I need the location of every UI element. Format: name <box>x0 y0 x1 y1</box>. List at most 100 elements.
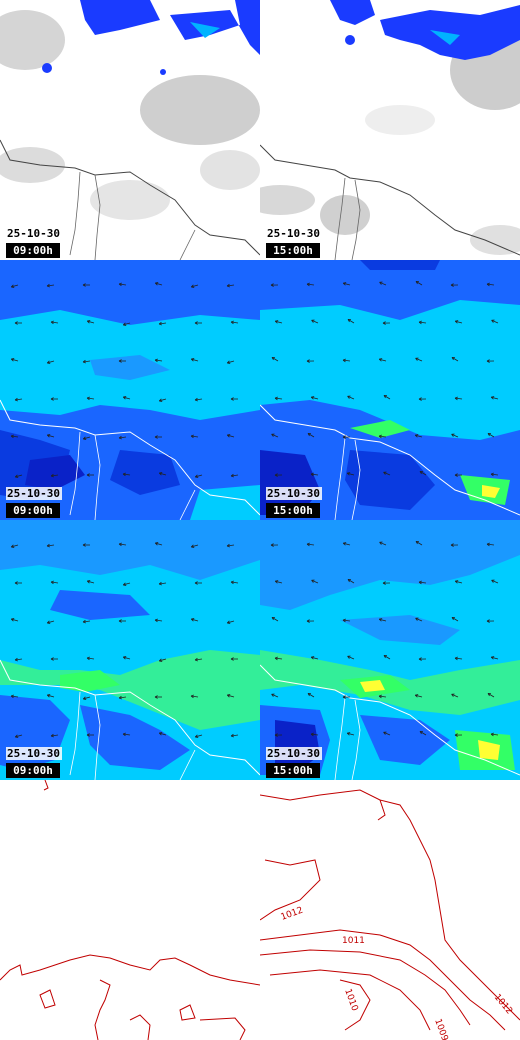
wind-arrow-head <box>454 473 458 476</box>
wind-arrow-head <box>454 474 458 477</box>
wind-arrow <box>119 696 127 699</box>
wind-arrow-head <box>194 322 198 325</box>
wind-arrow-head <box>230 657 234 660</box>
wind-arrow-head <box>490 472 494 475</box>
wind-arrow <box>419 321 427 324</box>
wind-arrow-head <box>346 472 350 476</box>
wind-arrow-head <box>190 358 194 362</box>
wind-arrow <box>379 541 387 546</box>
wind-arrow <box>311 473 319 476</box>
wind-arrow-head <box>342 542 346 546</box>
wind-arrow <box>47 694 55 698</box>
wind-arrow-head <box>306 282 310 285</box>
wind-arrow-head <box>311 320 314 323</box>
wind-arrow-head <box>50 580 55 583</box>
wind-arrow-head <box>82 619 86 623</box>
wind-arrow-head <box>270 543 274 546</box>
wind-arrow-head <box>86 396 91 399</box>
pressure-map-1500: 1012 1011 1010 1009 1012 <box>260 780 520 1040</box>
wind-arrow-head <box>86 474 90 477</box>
wind-arrow <box>491 396 499 400</box>
wind-arrow <box>159 732 167 736</box>
wind-arrow <box>307 283 315 286</box>
pressure-panel-0900 <box>0 780 260 1040</box>
wind-arrow <box>379 281 387 286</box>
wind-arrow-head <box>491 580 494 583</box>
wind-arrow-head <box>378 618 382 622</box>
wind-arrow-head <box>14 399 19 402</box>
wind-arrow-head <box>307 693 310 697</box>
wind-panel-1500: 25-10-30 15:00h <box>260 520 520 780</box>
date-label: 25-10-30 <box>266 747 322 760</box>
date-label: 25-10-30 <box>6 747 62 760</box>
wind-arrow-head <box>82 284 86 287</box>
wind-arrow <box>87 397 95 400</box>
wind-arrow-head <box>86 657 90 661</box>
wind-arrow <box>419 471 427 476</box>
wind-arrow-head <box>47 622 51 624</box>
wind-arrow-head <box>347 579 350 583</box>
wind-arrow <box>191 618 199 622</box>
wind-arrow-head <box>15 736 19 738</box>
pressure-map-0900 <box>0 780 260 1040</box>
wind-arrow-head <box>382 582 386 585</box>
wind-arrow-head <box>46 545 51 548</box>
pressure-panel-1500: 1012 1011 1010 1009 1012 <box>260 780 520 1040</box>
wind-arrow-head <box>490 396 494 400</box>
wind-arrow-head <box>122 396 126 400</box>
wind-arrow-head <box>271 694 274 697</box>
wind-arrow <box>415 434 423 438</box>
wind-arrow-head <box>270 544 274 547</box>
wind-arrow-head <box>418 398 422 401</box>
wind-map-1500 <box>260 520 520 780</box>
wind-arrow-head <box>226 694 230 698</box>
wind-arrow <box>159 582 167 585</box>
wind-arrow <box>311 319 319 324</box>
wind-arrow-head <box>347 656 350 659</box>
wind-arrow-head <box>274 473 278 476</box>
wind-arrow-head <box>378 358 382 362</box>
wind-arrow-head <box>379 358 383 360</box>
wind-arrow <box>487 693 495 698</box>
wind-arrow <box>155 359 163 362</box>
wind-arrow <box>119 283 127 286</box>
wind-arrow-head <box>454 656 458 659</box>
wind-arrow-head <box>154 542 158 546</box>
wind-arrow-head <box>486 283 490 287</box>
wind-arrow-head <box>82 696 86 700</box>
wind-arrow-head <box>155 542 159 544</box>
wind-arrow-head <box>122 582 126 586</box>
wind-arrow <box>379 618 387 622</box>
wind-arrow-head <box>118 695 122 699</box>
wind-arrow-head <box>274 657 278 661</box>
wind-arrow-head <box>154 358 159 361</box>
wind-arrow-head <box>343 282 347 284</box>
wind-arrow-head <box>486 620 490 623</box>
wind-arrow-head <box>10 435 14 439</box>
wind-arrow <box>227 620 235 624</box>
wind-arrow <box>455 580 463 584</box>
wind-arrow <box>123 733 131 736</box>
wind-arrow-head <box>83 438 87 440</box>
wind-arrow-head <box>194 657 198 661</box>
wind-arrow-head <box>451 694 454 697</box>
wind-arrow-head <box>454 734 458 737</box>
wind-arrow-head <box>154 618 159 621</box>
wind-arrow-head <box>191 618 195 620</box>
wind-arrow-head <box>230 398 234 401</box>
wind-arrow-head <box>50 658 54 661</box>
wind-arrow <box>83 696 91 700</box>
wind-arrow-head <box>454 580 458 584</box>
wind-arrow-head <box>310 473 314 477</box>
wind-arrow-head <box>159 660 163 662</box>
wind-arrow-head <box>310 733 314 737</box>
wind-arrow <box>83 360 91 363</box>
wind-arrow-head <box>50 320 55 323</box>
wind-arrow-head <box>11 618 15 620</box>
wind-arrow <box>379 435 387 438</box>
wind-arrow <box>231 474 239 477</box>
wind-arrow <box>311 733 319 736</box>
wind-arrow <box>83 436 91 440</box>
wind-arrow-head <box>342 436 346 439</box>
wind-arrow <box>491 319 499 324</box>
